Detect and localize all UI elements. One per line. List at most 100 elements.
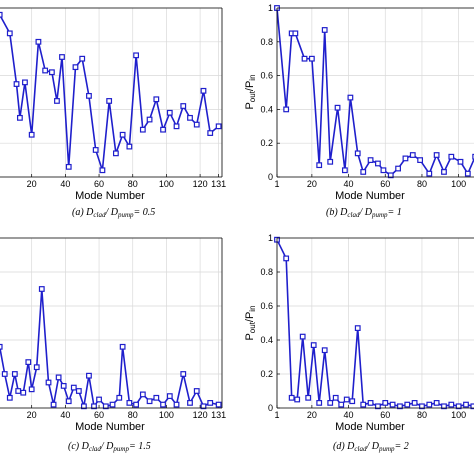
panel-d-caption: (d) Dclad/ Dpump= 2 [333,441,409,453]
x-tick-label: 40 [344,179,354,189]
data-point [187,114,193,121]
data-point [316,400,323,406]
panel-a-plot-area [0,8,222,177]
x-tick-label: 100 [451,179,466,189]
data-point [166,109,173,116]
data-point [321,347,328,354]
y-tick-label: 0.6 [260,301,273,311]
panel-d: 1 20 40 60 80 100 0 0.2 0.4 0.6 0.8 1 Pout/Pin Mode… [244,233,474,453]
x-tick-label: 120 [193,410,208,420]
x-tick-label: 40 [344,410,354,420]
panel-c-x-axis-label: Mode Number [75,421,145,433]
x-tick-label: 40 [60,179,70,189]
data-point [433,400,440,406]
x-tick-label: 131 [211,179,226,189]
data-point [0,11,3,18]
data-point [360,169,367,175]
data-point [91,403,97,410]
x-tick-label: 20 [307,179,317,189]
data-point [441,403,447,410]
x-tick-label: 100 [159,179,174,189]
data-point [321,27,328,33]
y-tick-label: 0.8 [260,267,273,277]
data-point [316,162,323,169]
data-point [86,92,92,99]
data-point [463,401,469,408]
data-point [11,371,18,377]
data-point [126,400,133,406]
panel-d-ticks: 1 20 40 60 80 100 0 0.2 0.4 0.6 0.8 1 [260,233,466,420]
x-tick-label: 80 [128,410,138,420]
x-tick-label: 20 [27,410,37,420]
data-point [126,143,133,150]
data-point [343,396,350,403]
x-tick-label: 40 [60,410,70,420]
data-point [109,401,116,408]
data-point [426,170,433,177]
y-tick-label: 0.2 [260,369,273,379]
data-point [332,394,339,401]
x-tick-label: 20 [27,179,37,189]
data-point [119,343,126,350]
y-tick-label: 0.6 [260,71,273,81]
data-point [79,55,86,62]
data-point [397,403,403,410]
data-point [25,359,32,365]
data-point [360,401,367,408]
panel-b-x-axis-label: Mode Number [335,190,405,202]
data-point [207,130,214,136]
panel-d-markers [274,236,474,410]
data-point [448,153,455,160]
data-point [375,160,381,167]
panel-c-markers [0,286,222,410]
data-point [96,396,102,403]
data-point [294,396,301,403]
data-point [347,94,354,101]
data-point [380,167,387,174]
y-tick-label: 0 [268,172,273,182]
y-tick-label: 0 [268,403,273,413]
data-point [166,393,173,399]
panel-a-caption: (a) Dclad/ Dpump= 0.5 [72,207,155,219]
x-tick-label: 131 [211,410,226,420]
panel-d-y-axis-label: Pout/Pin [244,305,257,340]
data-point [160,126,166,133]
data-point [419,403,425,410]
y-tick-label: 1 [268,3,273,13]
data-point [310,342,317,348]
x-tick-label: 60 [94,410,104,420]
data-point [283,106,290,113]
data-point [28,131,35,138]
data-point [92,147,99,153]
data-point [20,389,27,396]
data-point [153,394,160,401]
data-point [472,153,474,160]
y-tick-label: 0.2 [260,138,273,148]
data-point [292,30,299,37]
data-point [22,79,28,86]
x-tick-label: 60 [94,179,104,189]
x-tick-label: 20 [307,410,317,420]
data-point [334,104,341,111]
x-tick-label: 1 [274,410,279,420]
data-point [470,403,474,410]
data-point [48,69,55,76]
data-point [133,401,140,408]
data-point [16,114,23,121]
data-point [146,398,153,405]
panel-b-caption: (b) Dclad/ Dpump= 1 [326,207,402,219]
data-point [180,371,187,377]
data-point [193,121,200,128]
data-point [341,167,348,174]
data-point [305,394,312,401]
data-point [28,386,35,393]
data-point [382,400,389,406]
data-point [193,388,200,394]
data-point [173,123,180,130]
data-point [112,150,119,157]
panel-c-x-ticks: 20 40 60 80 100 120 131 [27,405,226,420]
panel-d-x-axis-label: Mode Number [335,421,405,433]
data-point [389,401,396,408]
panel-c-grid [0,237,222,409]
panel-b-ticks: 1 20 40 60 80 100 0 0.2 0.4 0.6 0.8 1 [260,3,466,189]
